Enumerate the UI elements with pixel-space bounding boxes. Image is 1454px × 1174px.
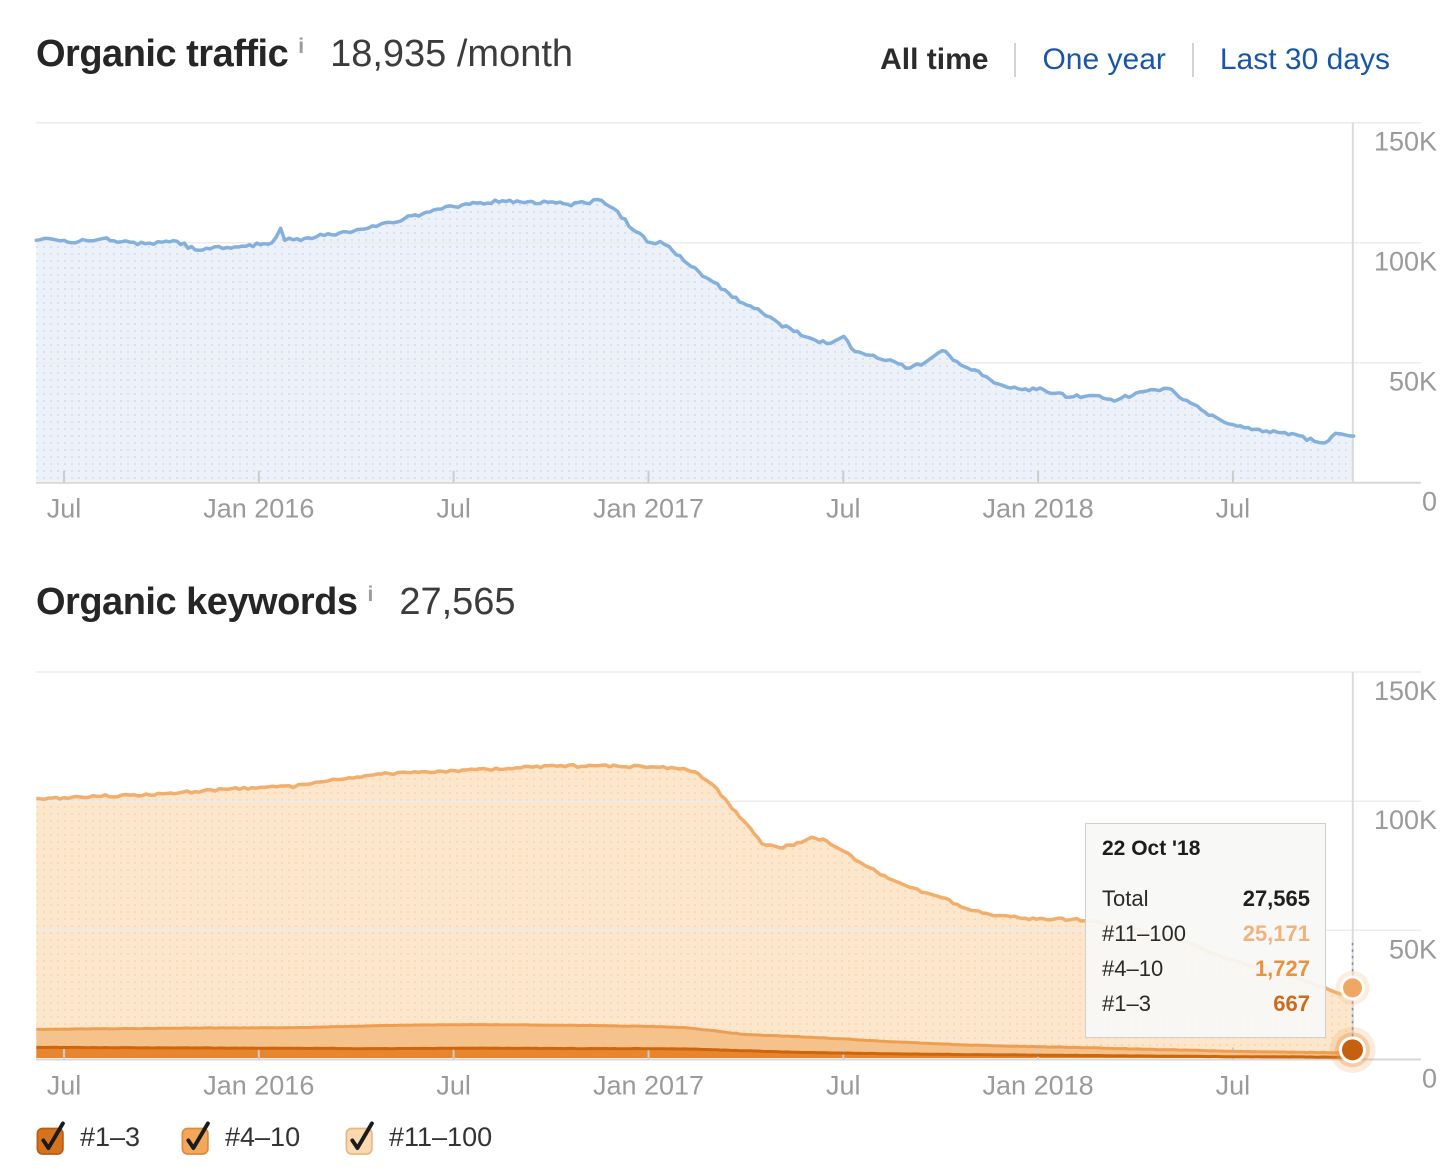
organic-keywords-title: Organic keywords: [36, 581, 358, 623]
y-axis-label: 0: [1422, 1064, 1437, 1094]
y-axis-label: 50K: [1389, 367, 1437, 397]
tooltip-row-1-3: #1–3 667: [1102, 986, 1310, 1021]
legend-label: #11–100: [389, 1121, 493, 1152]
tooltip-value: 667: [1273, 991, 1310, 1016]
info-icon[interactable]: i: [298, 35, 305, 58]
x-axis-label: Jul: [1216, 1071, 1251, 1101]
legend-item-1-3[interactable]: #1–3: [35, 1120, 141, 1155]
info-icon[interactable]: i: [367, 583, 374, 606]
y-axis-label: 0: [1422, 487, 1437, 517]
x-axis-label: Jan 2017: [593, 1071, 704, 1101]
x-axis-label: Jan 2017: [593, 494, 704, 524]
date-range-tabs: All time One year Last 30 days: [880, 38, 1390, 82]
tooltip-label: #1–3: [1102, 991, 1151, 1016]
tooltip-row-11-100: #11–100 25,171: [1102, 916, 1310, 951]
organic-traffic-value: 18,935 /month: [330, 33, 574, 75]
x-axis-label: Jul: [826, 1071, 861, 1101]
legend-item-11-100[interactable]: #11–100: [344, 1120, 493, 1155]
marker-bottom-dot: [1342, 1039, 1363, 1061]
tab-last-30-days[interactable]: Last 30 days: [1219, 43, 1390, 76]
tooltip-row-total: Total 27,565: [1102, 881, 1310, 916]
y-axis-label: 50K: [1389, 934, 1437, 964]
band-11-100-texture: [36, 764, 1354, 1053]
tooltip-value: 27,565: [1242, 886, 1310, 911]
organic-keywords-header: Organic keywords i 27,565: [36, 581, 516, 624]
y-axis-label: 150K: [1374, 676, 1437, 706]
legend-label: #1–3: [80, 1121, 141, 1152]
line-4-10: [36, 1022, 1354, 1055]
organic-traffic-header: Organic traffic i 18,935 /month: [36, 33, 573, 76]
checkbox-checked-icon[interactable]: [35, 1120, 67, 1155]
traffic-area-texture: [36, 199, 1354, 481]
y-axis-label: 100K: [1374, 247, 1437, 277]
x-axis-label: Jan 2016: [203, 1071, 314, 1101]
x-axis-label: Jul: [47, 1071, 82, 1101]
tab-all-time[interactable]: All time: [880, 43, 989, 76]
tooltip-date: 22 Oct '18: [1102, 837, 1201, 860]
legend-item-4-10[interactable]: #4–10: [180, 1120, 301, 1155]
tooltip-label: #4–10: [1102, 956, 1164, 981]
y-axis-label: 100K: [1374, 805, 1437, 835]
x-axis-label: Jan 2018: [983, 494, 1094, 524]
line-1-3: [36, 1045, 1354, 1059]
tooltip-row-4-10: #4–10 1,727: [1102, 951, 1310, 986]
marker-total-dot: [1343, 978, 1362, 998]
x-axis-label: Jan 2016: [203, 494, 314, 524]
legend-label: #4–10: [225, 1121, 301, 1152]
x-axis-label: Jul: [436, 494, 471, 524]
checkbox-checked-icon[interactable]: [344, 1120, 376, 1155]
traffic-line: [34, 197, 1356, 445]
tooltip-label: #11–100: [1102, 921, 1187, 946]
tooltip-value: 1,727: [1254, 956, 1310, 981]
chart-tooltip: 22 Oct '18 Total 27,565 #11–100 25,171 #…: [1085, 823, 1326, 1038]
y-axis-label: 150K: [1374, 127, 1437, 157]
tab-separator: [1014, 43, 1017, 77]
checkbox-checked-icon[interactable]: [180, 1120, 212, 1155]
x-axis-label: Jul: [47, 494, 82, 524]
keywords-axes: 150K 100K 50K 0 Jul Jan 2016 Jul Jan 2017 Jul Jan…: [36, 671, 1437, 1101]
tooltip-value: 25,171: [1242, 921, 1310, 946]
x-axis-label: Jul: [1216, 494, 1251, 524]
tab-one-year[interactable]: One year: [1042, 43, 1166, 76]
x-axis-label: Jul: [826, 494, 861, 524]
band-4-10: [36, 1024, 1354, 1058]
organic-keywords-value: 27,565: [399, 581, 516, 623]
organic-traffic-title: Organic traffic: [36, 33, 289, 75]
organic-keywords-chart[interactable]: 150K 100K 50K 0 Jul Jan 2016 Jul Jan 2017 Jul Jan…: [0, 540, 1454, 1120]
tooltip-label: Total: [1102, 886, 1149, 911]
tab-separator: [1191, 43, 1194, 77]
x-axis-label: Jan 2018: [983, 1071, 1094, 1101]
traffic-axes: 150K 100K 50K 0 Jul Jan 2016 Jul Jan 2017 Jul Jan…: [36, 121, 1437, 524]
keywords-legend: #1–3 #4–10 #11–100: [0, 1120, 1454, 1174]
organic-traffic-chart[interactable]: 150K 100K 50K 0 Jul Jan 2016 Jul Jan 2017 Jul Jan…: [0, 0, 1454, 540]
x-axis-label: Jul: [436, 1071, 471, 1101]
